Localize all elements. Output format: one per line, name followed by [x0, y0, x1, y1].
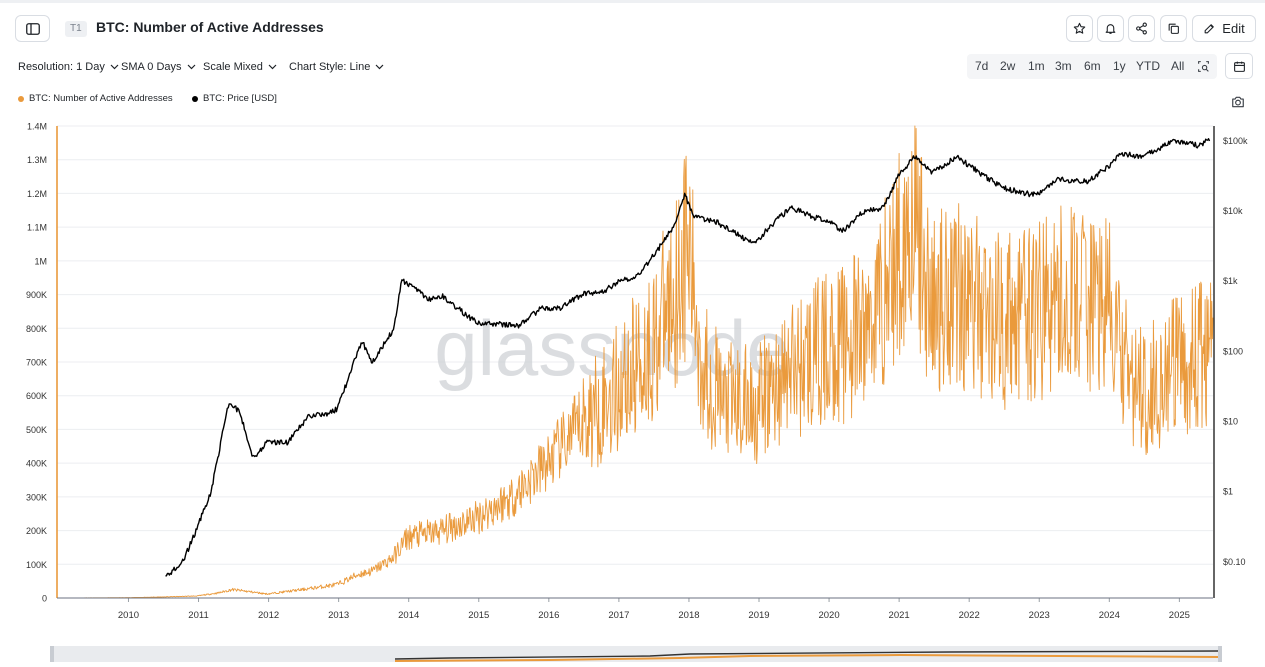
y-left-tick-label: 1.4M: [27, 122, 47, 132]
x-tick-label: 2014: [398, 610, 419, 620]
range-3m[interactable]: 3m: [1055, 59, 1072, 73]
range-1m[interactable]: 1m: [1028, 59, 1045, 73]
y-left-tick-label: 1.3M: [27, 155, 47, 165]
x-tick-label: 2020: [818, 610, 839, 620]
scale-label: Scale Mixed: [203, 61, 263, 73]
sidebar-toggle-button[interactable]: [15, 15, 50, 42]
y-left-tick-label: 1.1M: [27, 223, 47, 233]
star-icon: [1073, 22, 1086, 34]
y-right-tick-label: $100: [1223, 346, 1243, 356]
scale-select[interactable]: Scale Mixed: [203, 61, 277, 73]
x-tick-label: 2018: [678, 610, 699, 620]
range-7d[interactable]: 7d: [975, 59, 989, 73]
y-left-tick-label: 600K: [26, 391, 47, 401]
range-selector: [967, 54, 1217, 79]
navigator-preview: [50, 646, 1222, 662]
calendar-icon: [1233, 61, 1245, 72]
y-left-tick-label: 400K: [26, 459, 47, 469]
x-tick-label: 2023: [1029, 610, 1050, 620]
y-right-tick-label: $100k: [1223, 136, 1248, 146]
top-border: [0, 0, 1265, 3]
legend-dot-orange: [18, 95, 24, 102]
y-left-tick-label: 200K: [26, 526, 47, 536]
x-tick-label: 2021: [889, 610, 910, 620]
x-tick-label: 2016: [538, 610, 559, 620]
zoom-select-icon[interactable]: [1197, 60, 1210, 73]
range-6m[interactable]: 6m: [1084, 59, 1101, 73]
y-right-tick-label: $1k: [1223, 276, 1238, 286]
range-all[interactable]: All: [1171, 59, 1185, 73]
y-left-tick-label: 800K: [26, 324, 47, 334]
y-right-tick-label: $0.10: [1223, 557, 1246, 567]
y-left-tick-label: 300K: [26, 492, 47, 502]
tier-badge: T1: [65, 21, 87, 37]
legend-label-addresses: BTC: Number of Active Addresses: [29, 93, 173, 104]
axes: 0 100K 200K 300K 400K 500K 600K 700K 800K 900K 1M 1…: [26, 122, 1248, 621]
favorite-button[interactable]: [1066, 15, 1093, 42]
series-active-addresses: [56, 125, 1214, 599]
edit-button[interactable]: Edit: [1192, 15, 1256, 42]
chart-header: T1 BTC: Number of Active Addresses Edit: [0, 14, 1265, 44]
x-tick-label: 2017: [608, 610, 629, 620]
y-left-tick-label: 900K: [26, 290, 47, 300]
series-price: [165, 138, 1211, 577]
y-left-tick-label: 0: [42, 594, 47, 604]
y-right-tick-label: $1: [1223, 487, 1233, 497]
copy-icon: [1168, 23, 1179, 34]
page-title: BTC: Number of Active Addresses: [96, 19, 324, 35]
legend-dot-black: [192, 95, 198, 102]
chart-style-label: Chart Style: Line: [289, 61, 371, 73]
y-left-tick-label: 700K: [26, 358, 47, 368]
legend-item-price[interactable]: BTC: Price [USD]: [192, 93, 277, 104]
chevron-down-icon: [375, 64, 384, 70]
y-right-tick-label: $10: [1223, 416, 1238, 426]
legend-label-price: BTC: Price [USD]: [203, 93, 277, 104]
x-tick-label: 2024: [1099, 610, 1120, 620]
y-left-tick-label: 500K: [26, 425, 47, 435]
x-tick-label: 2010: [118, 610, 139, 620]
y-left-tick-label: 1M: [34, 256, 47, 266]
y-right-tick-label: $10k: [1223, 206, 1243, 216]
share-button[interactable]: [1128, 15, 1155, 42]
sma-label: SMA 0 Days: [121, 61, 182, 73]
y-left-tick-label: 1.2M: [27, 189, 47, 199]
line-price: [165, 138, 1211, 577]
x-tick-label: 2019: [748, 610, 769, 620]
x-tick-label: 2012: [258, 610, 279, 620]
sma-select[interactable]: SMA 0 Days: [121, 61, 196, 73]
chart-style-select[interactable]: Chart Style: Line: [289, 61, 384, 73]
share-icon: [1136, 22, 1147, 35]
line-active-addresses: [57, 125, 1214, 599]
x-tick-label: 2011: [188, 610, 208, 620]
screenshot-camera-icon[interactable]: [1231, 96, 1245, 108]
chevron-down-icon: [268, 64, 277, 70]
date-range-button[interactable]: [1225, 53, 1253, 79]
x-tick-label: 2015: [468, 610, 489, 620]
resolution-label: Resolution: 1 Day: [18, 61, 105, 73]
x-tick-label: 2013: [328, 610, 349, 620]
resolution-select[interactable]: Resolution: 1 Day: [18, 61, 119, 73]
chart-area: glassnode 0100K200K300K400K500K600K700K8…: [26, 122, 1248, 621]
range-ytd[interactable]: YTD: [1136, 59, 1160, 73]
chevron-down-icon: [187, 64, 195, 70]
pencil-icon: [1204, 24, 1215, 34]
navigator-bar[interactable]: [50, 646, 1222, 662]
alert-button[interactable]: [1097, 15, 1124, 42]
x-tick-label: 2025: [1169, 610, 1190, 620]
range-1y[interactable]: 1y: [1113, 59, 1126, 73]
sidebar-icon: [25, 22, 40, 35]
chevron-down-icon: [110, 64, 119, 70]
x-tick-label: 2022: [959, 610, 980, 620]
range-2w[interactable]: 2w: [1000, 59, 1016, 73]
edit-label: Edit: [1222, 21, 1245, 36]
bell-icon: [1105, 24, 1116, 34]
legend-item-addresses[interactable]: BTC: Number of Active Addresses: [18, 93, 173, 104]
duplicate-button[interactable]: [1160, 15, 1187, 42]
y-left-tick-label: 100K: [26, 560, 47, 570]
